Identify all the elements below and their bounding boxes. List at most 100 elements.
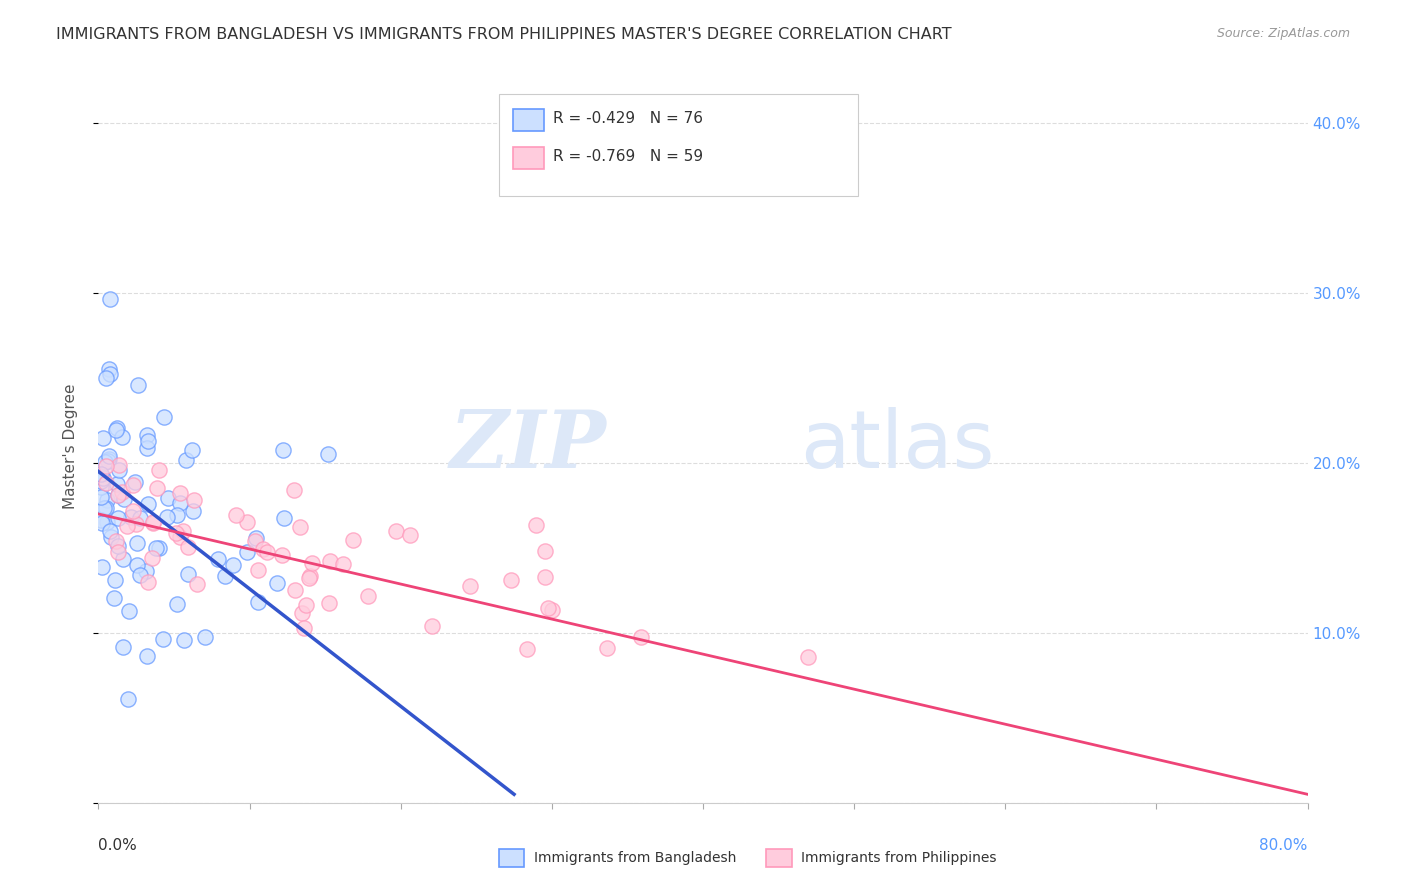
Point <box>120 509 142 524</box>
Point <box>135 428 157 442</box>
Point <box>243 534 266 549</box>
Point <box>169 486 191 500</box>
Point <box>91 471 114 485</box>
Text: IMMIGRANTS FROM BANGLADESH VS IMMIGRANTS FROM PHILIPPINES MASTER'S DEGREE CORREL: IMMIGRANTS FROM BANGLADESH VS IMMIGRANTS… <box>56 27 952 42</box>
Point <box>103 591 125 605</box>
Point <box>169 496 191 510</box>
Point <box>207 552 229 566</box>
Point <box>107 487 129 501</box>
Y-axis label: Master's Degree: Master's Degree <box>63 384 77 508</box>
Text: 0.0%: 0.0% <box>98 838 138 854</box>
Point <box>186 577 208 591</box>
Point <box>271 442 294 457</box>
Point <box>98 362 121 376</box>
Point <box>299 568 322 582</box>
Point <box>107 488 129 502</box>
Point <box>165 526 187 541</box>
Point <box>222 558 245 573</box>
Point <box>111 484 134 499</box>
Point <box>166 597 188 611</box>
Point <box>96 492 118 507</box>
Point <box>797 650 820 665</box>
Point <box>117 691 139 706</box>
Point <box>111 640 134 654</box>
Point <box>145 541 167 555</box>
Point <box>534 570 557 584</box>
Point <box>385 524 408 538</box>
Point <box>458 579 481 593</box>
Point <box>96 515 118 529</box>
Point <box>90 475 112 489</box>
Point <box>114 491 136 506</box>
Point <box>172 524 194 539</box>
Point <box>105 421 128 435</box>
Point <box>98 449 121 463</box>
Point <box>534 544 557 558</box>
Point <box>524 518 547 533</box>
Point <box>112 552 135 566</box>
Point <box>298 571 321 585</box>
Point <box>90 490 112 504</box>
Point <box>138 497 160 511</box>
Point <box>246 563 269 577</box>
Point <box>294 598 316 612</box>
Point <box>93 501 115 516</box>
Point <box>540 603 562 617</box>
Point <box>256 545 278 559</box>
Point <box>127 558 149 573</box>
Point <box>118 604 141 618</box>
Text: R = -0.769   N = 59: R = -0.769 N = 59 <box>553 149 703 163</box>
Point <box>148 462 170 476</box>
Point <box>630 631 652 645</box>
Point <box>94 458 117 473</box>
Point <box>156 510 179 524</box>
Point <box>142 516 165 530</box>
Text: atlas: atlas <box>800 407 994 485</box>
Point <box>291 607 314 621</box>
Point <box>90 513 112 527</box>
Point <box>127 377 149 392</box>
Point <box>283 483 305 498</box>
Point <box>194 630 217 644</box>
Point <box>104 423 127 437</box>
Point <box>294 621 316 635</box>
Point <box>105 477 128 491</box>
Text: ZIP: ZIP <box>450 408 606 484</box>
Point <box>111 430 134 444</box>
Point <box>357 589 380 603</box>
Point <box>104 533 127 548</box>
Point <box>107 539 129 553</box>
Point <box>301 556 323 570</box>
Point <box>108 458 131 472</box>
Point <box>537 601 560 615</box>
Point <box>152 632 174 646</box>
Point <box>318 596 340 610</box>
Point <box>319 554 342 568</box>
Point <box>246 595 269 609</box>
Point <box>183 492 205 507</box>
Point <box>124 475 146 490</box>
Point <box>91 431 114 445</box>
Point <box>270 549 292 563</box>
Point <box>135 649 157 664</box>
Point <box>107 511 129 525</box>
Point <box>177 566 200 581</box>
Point <box>181 504 204 518</box>
Point <box>235 515 257 529</box>
Point <box>96 370 118 384</box>
Point <box>266 575 288 590</box>
Point <box>142 515 165 529</box>
Point <box>108 463 131 477</box>
Point <box>91 516 114 530</box>
Point <box>136 441 159 455</box>
Text: Immigrants from Bangladesh: Immigrants from Bangladesh <box>534 851 737 865</box>
Point <box>214 569 236 583</box>
Point <box>245 531 267 545</box>
Point <box>90 480 112 494</box>
Point <box>98 451 121 466</box>
Text: Source: ZipAtlas.com: Source: ZipAtlas.com <box>1216 27 1350 40</box>
Text: R = -0.429   N = 76: R = -0.429 N = 76 <box>553 112 703 126</box>
Point <box>332 557 354 571</box>
Point <box>136 574 159 589</box>
Point <box>90 559 112 574</box>
